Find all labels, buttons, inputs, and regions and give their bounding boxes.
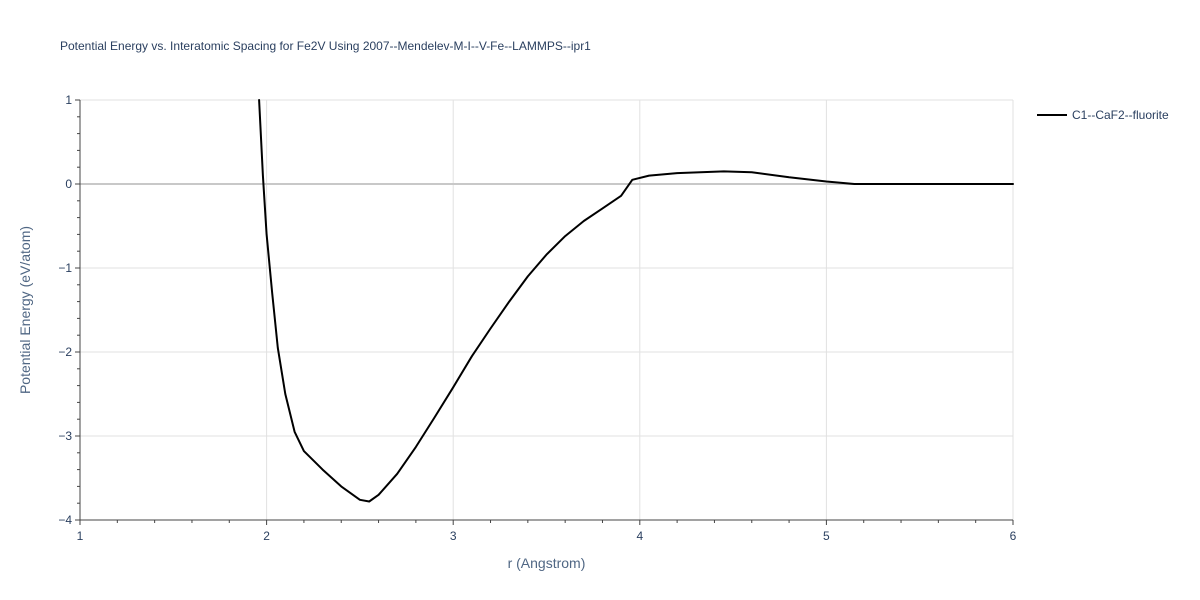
x-tick-label: 1 xyxy=(77,529,84,543)
x-tick-label: 3 xyxy=(450,529,457,543)
x-tick-label: 4 xyxy=(636,529,643,543)
y-tick-label: −1 xyxy=(58,261,72,275)
grid xyxy=(80,99,1014,520)
x-tick-label: 5 xyxy=(823,529,830,543)
legend[interactable]: C1--CaF2--fluorite xyxy=(1037,108,1169,122)
y-tick-label: −3 xyxy=(58,429,72,443)
y-tick-label: 1 xyxy=(65,93,72,107)
x-tick-label: 6 xyxy=(1010,529,1017,543)
x-axis-title: r (Angstrom) xyxy=(508,555,586,571)
x-tick-label: 2 xyxy=(263,529,270,543)
axes: 1 2 3 4 5 6 1 0 −1 −2 −3 −4 xyxy=(58,93,1016,543)
y-tick-label: 0 xyxy=(65,177,72,191)
series-line[interactable] xyxy=(258,99,1014,503)
y-tick-label: −2 xyxy=(58,345,72,359)
legend-label: C1--CaF2--fluorite xyxy=(1072,108,1169,122)
plot-area xyxy=(258,99,1014,503)
y-axis-title: Potential Energy (eV/atom) xyxy=(17,226,33,394)
chart-title: Potential Energy vs. Interatomic Spacing… xyxy=(60,39,591,53)
y-tick-label: −4 xyxy=(58,513,72,527)
